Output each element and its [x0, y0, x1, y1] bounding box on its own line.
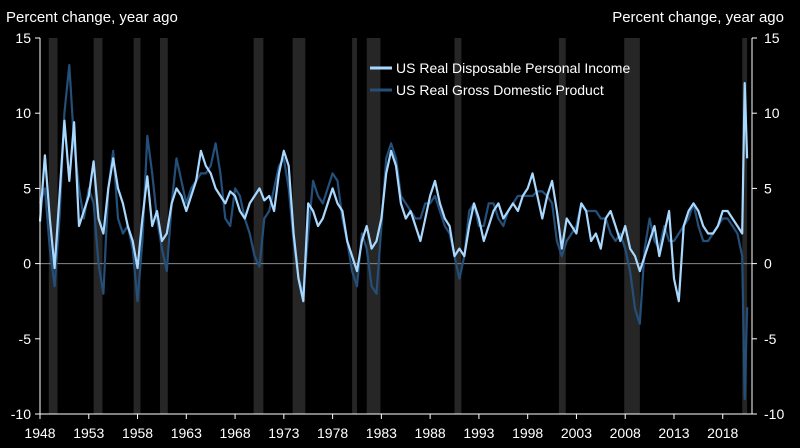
series-line-gdp — [38, 63, 749, 401]
recession-bands — [48, 38, 748, 414]
y-tick-label-left: 10 — [15, 105, 31, 121]
recession-band — [558, 38, 566, 414]
y-tick-label-left: 5 — [23, 180, 31, 196]
x-tick-label: 1983 — [366, 425, 397, 441]
y-tick-label-right: -10 — [764, 406, 784, 422]
y-tick-label-left: 0 — [23, 256, 31, 272]
x-tick-label: 2018 — [707, 425, 738, 441]
x-tick-label: 2003 — [561, 425, 592, 441]
y-tick-label-right: 0 — [764, 256, 772, 272]
y-tick-label-left: 15 — [15, 30, 31, 46]
x-tick-label: 1963 — [171, 425, 202, 441]
recession-band — [366, 38, 381, 414]
y-tick-label-right: 10 — [764, 105, 780, 121]
legend-label: US Real Gross Domestic Product — [396, 82, 604, 98]
recession-band — [742, 38, 748, 414]
x-tick-label: 1993 — [463, 425, 494, 441]
x-tick-label: 1948 — [24, 425, 55, 441]
series-line-income — [38, 82, 749, 303]
x-tick-label: 2008 — [610, 425, 641, 441]
x-tick-label: 1973 — [268, 425, 299, 441]
axes: -10 -10 -5 -5 0 0 5 5 10 10 15 15 1948 1953 1958 1963 19… — [11, 30, 785, 441]
y-axis-title-left: Percent change, year ago — [6, 9, 178, 26]
series-layer — [38, 63, 749, 401]
recession-band — [253, 38, 264, 414]
y-tick-label-right: 15 — [764, 30, 780, 46]
recession-band — [624, 38, 640, 414]
x-tick-label: 2013 — [658, 425, 689, 441]
y-tick-label-right: -5 — [764, 331, 777, 347]
recession-band — [133, 38, 141, 414]
recession-band — [292, 38, 306, 414]
legend: US Real Disposable Personal Income US Rea… — [370, 60, 630, 98]
recession-band — [93, 38, 103, 414]
recession-band — [48, 38, 58, 414]
x-tick-label: 1998 — [512, 425, 543, 441]
y-tick-label-left: -10 — [11, 406, 31, 422]
y-axis-title-right: Percent change, year ago — [612, 9, 784, 26]
x-tick-label: 1958 — [122, 425, 153, 441]
x-tick-label: 1988 — [415, 425, 446, 441]
x-tick-label: 1953 — [73, 425, 104, 441]
recession-band — [454, 38, 462, 414]
recession-band — [352, 38, 357, 414]
x-tick-label: 1968 — [219, 425, 250, 441]
recession-band — [159, 38, 168, 414]
x-tick-label: 1978 — [317, 425, 348, 441]
y-tick-label-right: 5 — [764, 180, 772, 196]
legend-label: US Real Disposable Personal Income — [396, 60, 630, 76]
y-tick-label-left: -5 — [19, 331, 32, 347]
